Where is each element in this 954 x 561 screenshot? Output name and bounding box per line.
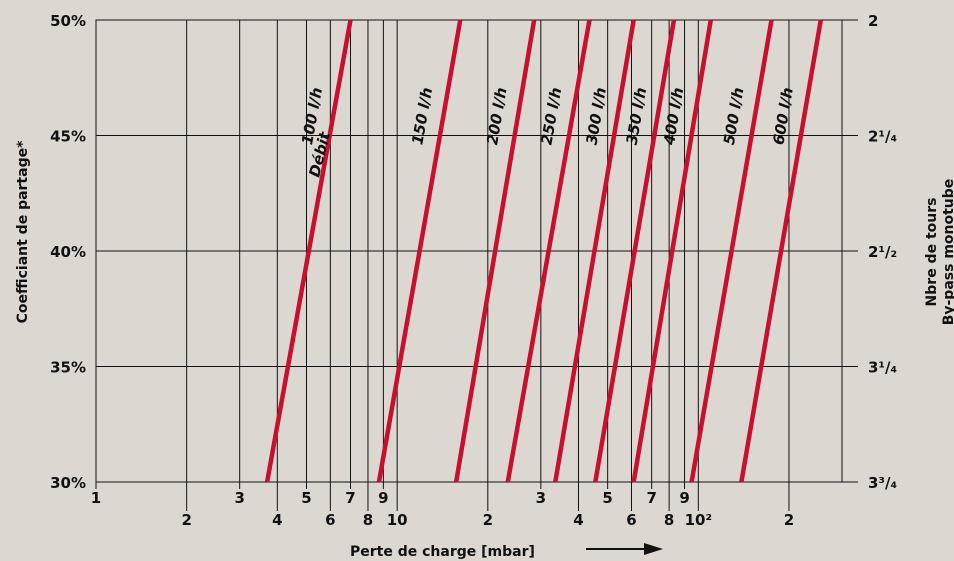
x-tick-label: 5 <box>602 489 612 507</box>
series-line <box>739 19 823 483</box>
x-tick-label: 8 <box>664 511 674 529</box>
series-line <box>631 19 713 483</box>
y2-tick-label: 2 <box>868 12 878 30</box>
series-line <box>593 19 677 483</box>
series-line <box>689 19 774 483</box>
x-tick-label: 1 <box>91 489 101 507</box>
series-line <box>505 19 592 483</box>
series-label: 150 l/h <box>408 86 436 146</box>
y2-tick-label: 3¹/₄ <box>868 359 897 377</box>
series-label: 500 l/h <box>720 86 748 146</box>
series-label: 350 l/h <box>623 86 650 146</box>
plot-frame <box>95 19 843 483</box>
series-line <box>376 19 463 483</box>
series-line <box>553 19 636 483</box>
series-label: 600 l/h <box>769 86 796 146</box>
y-tick-label: 45% <box>50 128 86 146</box>
x-tick-label: 3 <box>234 489 244 507</box>
y-tick-label: 35% <box>50 359 86 377</box>
x-tick-label: 5 <box>301 489 311 507</box>
y-tick-label: 40% <box>50 243 86 261</box>
x-tick-label: 7 <box>345 489 355 507</box>
arrow-right-icon <box>586 543 663 555</box>
series-label: 400 l/h <box>660 86 687 147</box>
x-tick-label: 2 <box>784 511 794 529</box>
y2-tick-label: 2¹/₄ <box>868 128 897 146</box>
y2label-line2: By-pass monotube <box>941 179 954 326</box>
tick-labels: 30% 3³/₄35% 3¹/₄40% 2¹/₂45% 2¹/₄50% 212345678… <box>50 12 897 529</box>
x-tick-label: 10 <box>387 511 408 529</box>
y2-tick-label: 2¹/₂ <box>868 243 897 261</box>
x-tick-label: 8 <box>363 511 373 529</box>
x-tick-label: 6 <box>325 511 335 529</box>
x-tick-label: 4 <box>272 511 282 529</box>
x-tick-label: 9 <box>378 489 388 507</box>
x-tick-label: 2 <box>483 511 493 529</box>
series-line <box>264 19 353 483</box>
y2-tick-label: 3³/₄ <box>868 474 897 492</box>
series-lines <box>264 19 823 483</box>
x-tick-label: 9 <box>679 489 689 507</box>
ylabel: Coefficiant de partage* <box>15 140 31 323</box>
y-tick-label: 30% <box>50 474 86 492</box>
series-label: 250 l/h <box>537 86 565 146</box>
series-labels: 100 l/h 150 l/h 200 l/h 250 l/h 300 l/h 350 l… <box>298 86 797 147</box>
x-tick-label: 3 <box>536 489 546 507</box>
x-tick-label: 6 <box>626 511 636 529</box>
x-tick-label: 10² <box>685 511 712 529</box>
y-tick-label: 50% <box>50 12 86 30</box>
x-tick-label: 2 <box>181 511 191 529</box>
x-tick-label: 7 <box>646 489 656 507</box>
y2label-line1: Nbre de tours <box>924 198 940 307</box>
x-tick-label: 4 <box>573 511 583 529</box>
series-label: 300 l/h <box>583 86 610 146</box>
series-line <box>453 19 537 483</box>
xlabel: Perte de charge [mbar] <box>350 544 535 560</box>
series-label: 200 l/h <box>483 86 510 146</box>
